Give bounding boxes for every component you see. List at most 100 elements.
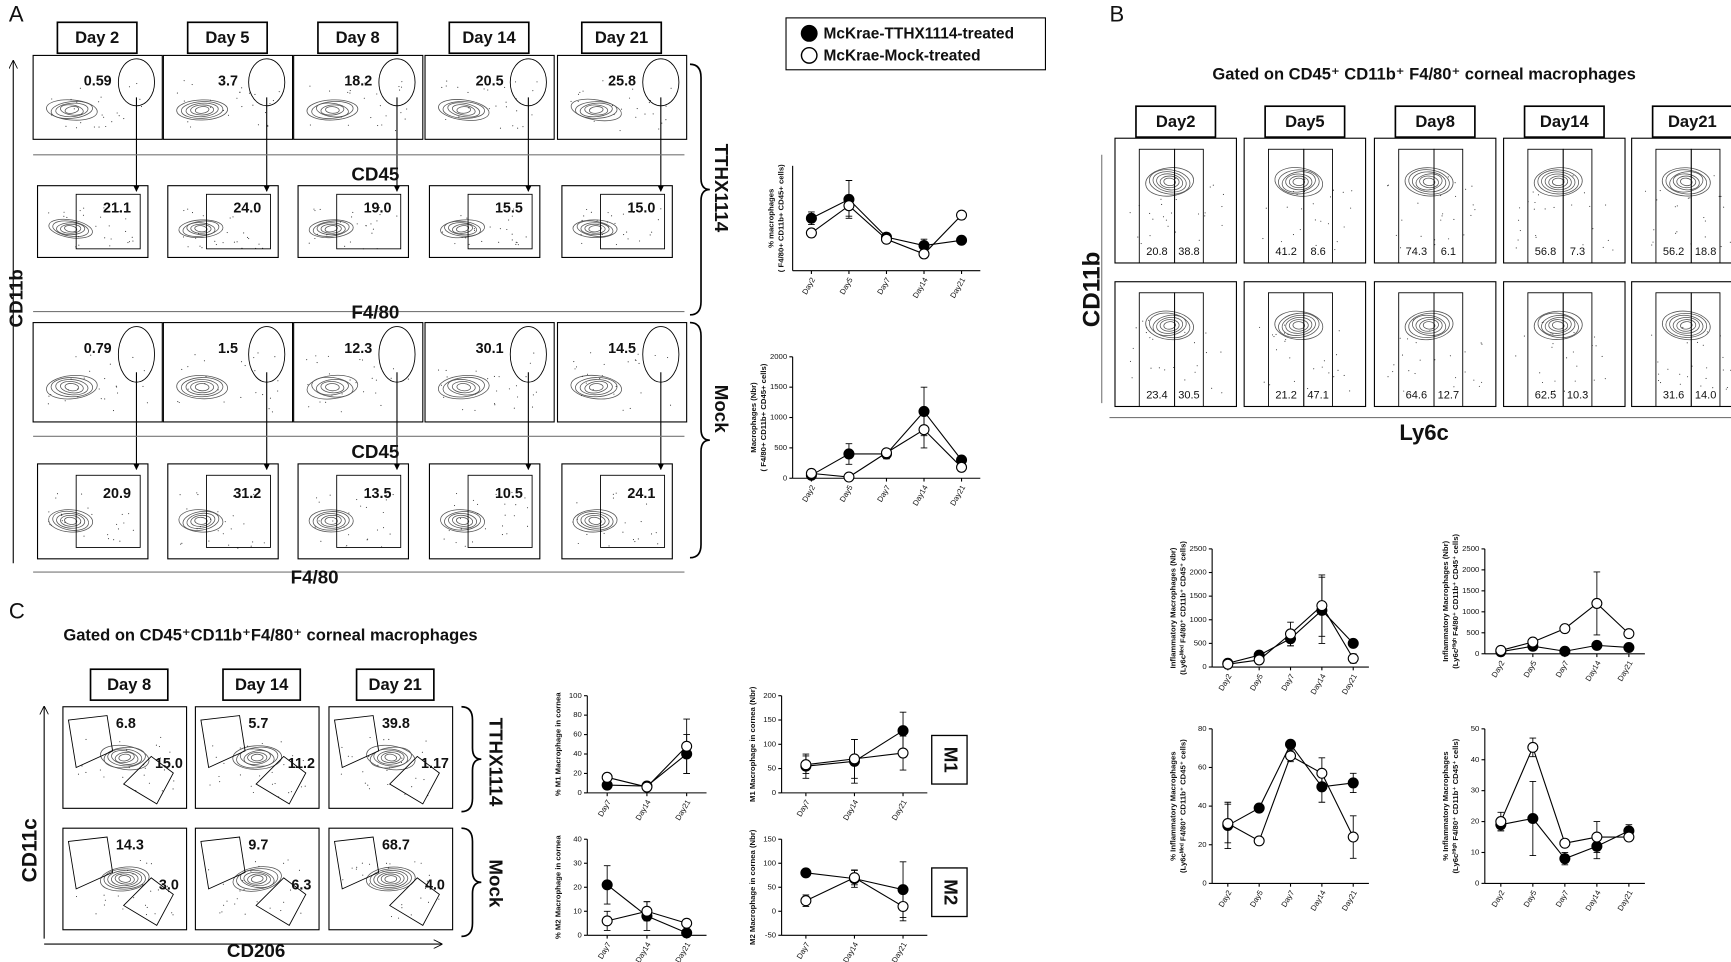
event-dot xyxy=(320,540,322,542)
axis-label: (Ly6cᴴⁱᵍʰ F4/80⁺ CD11b⁺ CD45⁺ cells) xyxy=(1451,738,1460,873)
event-dot xyxy=(372,228,374,230)
event-dot xyxy=(522,126,524,128)
event-dot xyxy=(159,757,161,759)
event-dot xyxy=(183,209,185,212)
event-dot xyxy=(493,403,496,405)
event-dot xyxy=(526,507,529,509)
event-dot xyxy=(221,911,223,913)
event-dot xyxy=(474,229,476,231)
event-dot xyxy=(600,530,602,532)
event-dot xyxy=(622,213,624,215)
event-dot xyxy=(1550,332,1552,334)
event-dot xyxy=(104,378,106,380)
contour xyxy=(444,220,481,237)
event-dot xyxy=(1337,369,1339,371)
event-dot xyxy=(51,114,53,116)
event-dot xyxy=(1332,189,1335,191)
plot-frame xyxy=(293,322,424,423)
contour xyxy=(584,104,609,116)
event-dot xyxy=(498,376,500,378)
event-dot xyxy=(359,358,361,361)
contour xyxy=(100,744,150,771)
event-dot xyxy=(593,120,595,122)
data-point xyxy=(805,467,817,479)
contour xyxy=(456,516,470,525)
contour xyxy=(377,871,405,887)
contour xyxy=(107,870,143,888)
gate-value: 6.1 xyxy=(1441,246,1456,258)
event-dot xyxy=(103,894,105,896)
gate xyxy=(600,193,666,250)
event-dot xyxy=(103,904,105,906)
data-point xyxy=(601,879,613,891)
gate xyxy=(1433,148,1464,264)
event-dot xyxy=(79,87,81,89)
day-box xyxy=(1523,105,1605,138)
event-dot xyxy=(341,746,343,748)
event-dot xyxy=(144,904,147,906)
event-dot xyxy=(240,361,243,363)
event-dot xyxy=(1703,216,1705,219)
event-dot xyxy=(269,103,271,105)
data-point xyxy=(918,424,930,436)
event-dot xyxy=(1702,344,1704,346)
contour xyxy=(373,870,409,888)
contour xyxy=(325,383,340,392)
event-dot xyxy=(494,404,496,406)
event-dot xyxy=(85,771,87,774)
axis-label: % M1 Macrophage in cornea xyxy=(554,692,563,797)
event-dot xyxy=(377,124,379,127)
event-dot xyxy=(356,223,358,225)
gate xyxy=(1303,148,1333,264)
event-dot xyxy=(1292,190,1295,193)
data-point xyxy=(918,248,930,260)
event-dot xyxy=(572,521,574,523)
event-dot xyxy=(471,541,474,543)
event-dot xyxy=(127,869,129,872)
contour xyxy=(369,746,412,769)
event-dot xyxy=(304,785,306,787)
gate-value: 24.0 xyxy=(233,200,261,216)
event-dot xyxy=(208,869,210,871)
event-dot xyxy=(250,870,252,872)
gate xyxy=(67,836,114,890)
event-dot xyxy=(373,366,375,368)
contour xyxy=(320,514,342,527)
contour xyxy=(316,513,346,529)
event-dot xyxy=(118,115,120,117)
event-dot xyxy=(1142,320,1144,322)
data-point xyxy=(897,725,909,737)
contour xyxy=(178,509,224,533)
event-dot xyxy=(632,211,634,213)
event-dot xyxy=(306,359,308,361)
event-dot xyxy=(155,744,157,746)
event-dot xyxy=(91,513,93,515)
gate-value: 13.5 xyxy=(364,486,392,502)
contour xyxy=(324,225,338,233)
event-dot xyxy=(501,525,504,527)
event-dot xyxy=(228,544,230,546)
contour xyxy=(588,225,602,233)
event-dot xyxy=(1442,213,1444,215)
event-dot xyxy=(1440,219,1442,221)
event-dot xyxy=(248,237,250,240)
event-dot xyxy=(581,242,583,244)
y-tick-label: -50 xyxy=(765,930,776,939)
event-dot xyxy=(217,530,219,532)
event-dot xyxy=(223,401,225,403)
contour xyxy=(1292,321,1306,330)
contour xyxy=(1145,310,1194,341)
event-dot xyxy=(389,767,391,769)
contour xyxy=(1278,312,1320,338)
plot-frame xyxy=(424,322,555,423)
data-point xyxy=(641,781,653,793)
event-dot xyxy=(182,236,185,238)
event-dot xyxy=(1399,247,1402,249)
event-dot xyxy=(1449,355,1451,357)
event-dot xyxy=(389,863,391,865)
data-point xyxy=(1347,637,1359,649)
axis-label: Day14 xyxy=(1584,658,1603,682)
event-dot xyxy=(237,547,239,549)
event-dot xyxy=(1304,178,1306,180)
event-dot xyxy=(640,392,642,394)
